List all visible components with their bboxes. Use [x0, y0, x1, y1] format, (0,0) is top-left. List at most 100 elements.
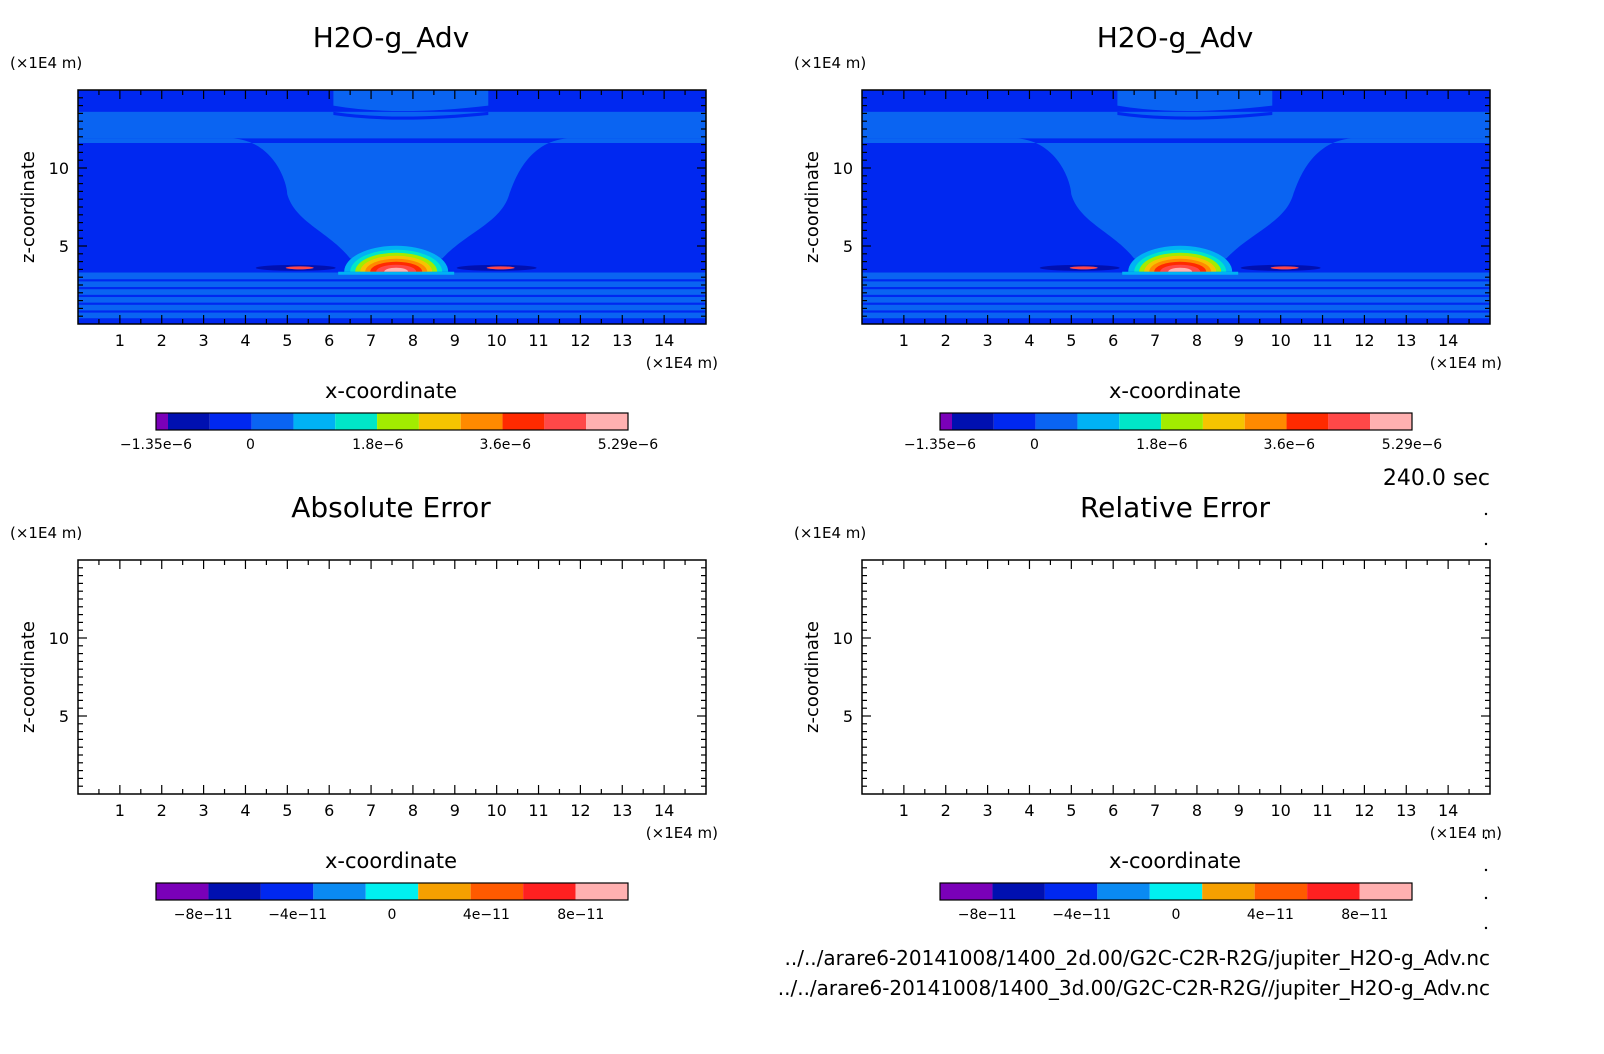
x-tick-label: 6 [324, 801, 334, 820]
edge-dot [1484, 836, 1488, 840]
colorbar-segment [575, 883, 628, 900]
edge-dot [1484, 926, 1488, 930]
colorbar-segment [544, 413, 587, 430]
x-tick-label: 5 [282, 331, 292, 350]
x-tick-label: 2 [157, 331, 167, 350]
contour-field [862, 90, 1490, 319]
x-tick-label: 8 [1192, 331, 1202, 350]
colorbar-tick-label: 5.29e−6 [598, 437, 659, 453]
chart-title: Relative Error [1080, 491, 1271, 524]
colorbar-segment [1202, 883, 1255, 900]
x-tick-label: 10 [1270, 331, 1290, 350]
x-tick-label: 13 [612, 801, 632, 820]
chart-panel-4: Relative Error (×1E4 m) (×1E4 m) x-coordina… [794, 491, 1502, 923]
colorbar-segment [940, 883, 993, 900]
x-tick-label: 7 [1150, 801, 1160, 820]
field-top-bump-edge [333, 111, 489, 120]
field-funnel [78, 138, 706, 259]
y-axis-unit: (×1E4 m) [794, 54, 866, 72]
x-tick-label: 10 [1270, 801, 1290, 820]
x-tick-label: 11 [1312, 801, 1332, 820]
colorbar-segment [992, 883, 1045, 900]
colorbar-segment [502, 413, 545, 430]
colorbar-segment [1328, 413, 1371, 430]
x-tick-label: 13 [1396, 801, 1416, 820]
colorbar-segment [293, 413, 336, 430]
x-tick-label: 5 [282, 801, 292, 820]
x-tick-label: 8 [408, 331, 418, 350]
colorbar-segment [1370, 413, 1412, 430]
y-tick-label: 10 [833, 159, 853, 178]
chart-panel-2: H2O-g_Adv (×1E4 m) (×1E4 m) x-coordinate z-c… [794, 21, 1502, 453]
colorbar-frame [939, 882, 1413, 901]
colorbar-segment [1077, 413, 1120, 430]
x-axis-unit: (×1E4 m) [1430, 354, 1502, 372]
field-band [862, 312, 1490, 319]
x-tick-label: 11 [528, 801, 548, 820]
y-tick-label: 5 [843, 707, 853, 726]
field-band [78, 281, 706, 288]
edge-dot [1484, 868, 1488, 872]
colorbar: −8e−11 −4e−11 0 4e−11 8e−11 [155, 882, 629, 923]
x-tick-label: 13 [612, 331, 632, 350]
colorbar-tick-label: 4e−11 [1247, 907, 1294, 923]
y-axis-label: z-coordinate [802, 151, 823, 263]
x-tick-label: 1 [115, 331, 125, 350]
y-tick-label: 5 [59, 237, 69, 256]
field-peak-base [1122, 271, 1239, 275]
colorbar-segment [1307, 883, 1360, 900]
field-band-top [862, 272, 1490, 279]
x-tick-label: 12 [570, 331, 590, 350]
colorbar-segment [940, 413, 952, 430]
colorbar-segment [418, 883, 471, 900]
y-axis-label: z-coordinate [802, 621, 823, 733]
field-side-anomaly-core [486, 266, 515, 270]
edge-dot [1484, 512, 1488, 516]
x-tick-label: 7 [366, 801, 376, 820]
x-tick-label: 13 [1396, 331, 1416, 350]
x-tick-label: 3 [983, 331, 993, 350]
x-tick-label: 14 [1438, 331, 1458, 350]
colorbar-tick-label: −1.35e−6 [904, 437, 976, 453]
file-path-2d: ../../arare6-20141008/1400_2d.00/G2C-C2R… [784, 946, 1491, 970]
x-tick-label: 9 [1234, 331, 1244, 350]
x-tick-label: 1 [899, 801, 909, 820]
x-tick-label: 3 [199, 801, 209, 820]
colorbar-segment [1097, 883, 1150, 900]
x-tick-label: 14 [654, 801, 674, 820]
field-top-bump-edge [1117, 111, 1273, 120]
y-tick-label: 10 [49, 629, 69, 648]
chart-title: H2O-g_Adv [1097, 21, 1254, 54]
field-band [862, 304, 1490, 311]
y-axis-unit: (×1E4 m) [10, 524, 82, 542]
field-side-anomaly-core [1270, 266, 1299, 270]
x-axis-label: x-coordinate [325, 379, 457, 403]
chart-title: H2O-g_Adv [313, 21, 470, 54]
colorbar-segment [1119, 413, 1162, 430]
colorbar-segment [952, 413, 994, 430]
colorbar-tick-label: −8e−11 [958, 907, 1017, 923]
colorbar-frame [939, 412, 1413, 431]
y-tick-label: 5 [843, 237, 853, 256]
x-tick-label: 14 [1438, 801, 1458, 820]
x-tick-label: 5 [1066, 801, 1076, 820]
field-band [78, 297, 706, 303]
x-tick-label: 2 [157, 801, 167, 820]
x-tick-label: 11 [528, 331, 548, 350]
colorbar: −8e−11 −4e−11 0 4e−11 8e−11 [939, 882, 1413, 923]
x-tick-label: 3 [199, 331, 209, 350]
x-tick-label: 7 [366, 331, 376, 350]
chart-title: Absolute Error [291, 491, 491, 524]
colorbar-segment [1202, 413, 1245, 430]
colorbar-segment [251, 413, 294, 430]
colorbar-segment [460, 413, 503, 430]
plot-area [78, 560, 706, 794]
x-tick-label: 6 [324, 331, 334, 350]
colorbar-frame [155, 412, 629, 431]
colorbar-segment [1044, 883, 1098, 900]
x-tick-label: 9 [450, 331, 460, 350]
y-tick-label: 10 [49, 159, 69, 178]
colorbar: −1.35e−6 0 1.8e−6 3.6e−6 5.29e−6 [904, 412, 1442, 453]
x-tick-label: 7 [1150, 331, 1160, 350]
field-band [78, 312, 706, 319]
